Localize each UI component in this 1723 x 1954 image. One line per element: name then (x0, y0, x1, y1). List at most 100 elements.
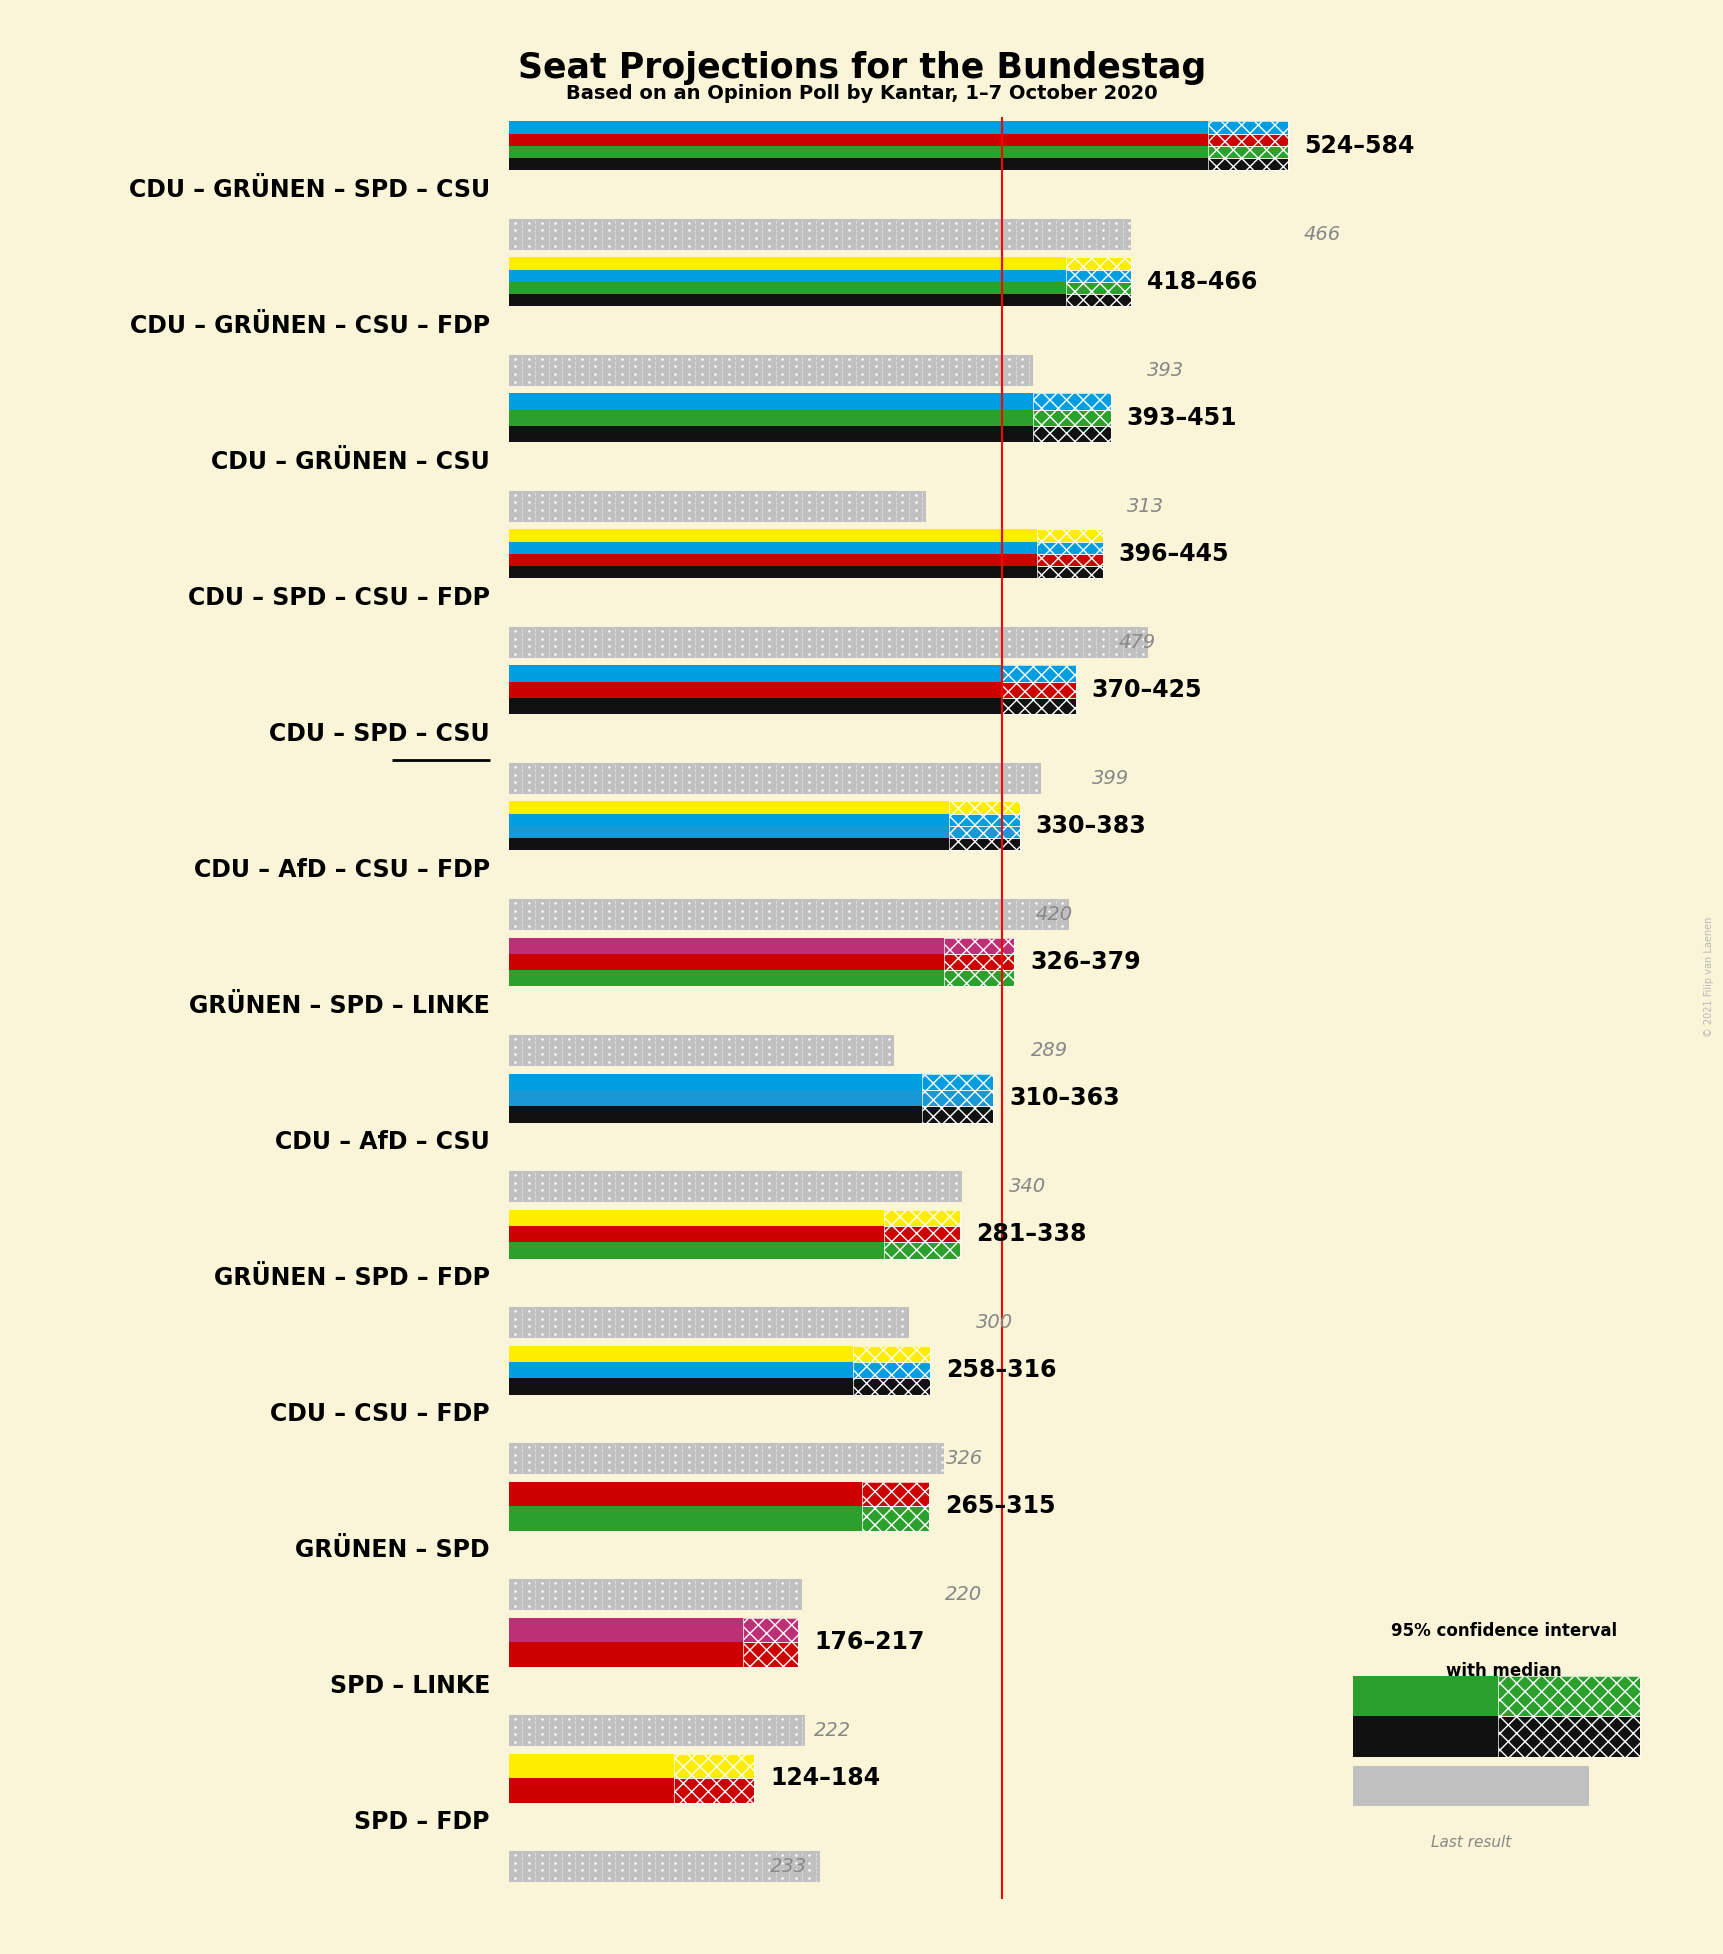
Text: 330–383: 330–383 (1036, 815, 1146, 838)
Bar (1037, 553, 1103, 567)
Bar (508, 270, 1067, 281)
Bar (942, 971, 1013, 987)
Bar (853, 1346, 930, 1362)
Bar (508, 410, 1032, 426)
Bar (922, 1073, 992, 1090)
Bar (1067, 281, 1130, 295)
Text: 313: 313 (1125, 496, 1163, 516)
Bar (674, 1778, 753, 1804)
Bar (1067, 281, 1130, 295)
Bar (508, 971, 942, 987)
Bar (508, 133, 1208, 147)
Bar (862, 1507, 929, 1530)
Bar (1001, 682, 1075, 698)
Bar (853, 1362, 930, 1378)
Text: 300: 300 (975, 1313, 1013, 1333)
Bar (922, 1090, 992, 1106)
Bar (884, 1243, 960, 1258)
Bar (884, 1210, 960, 1225)
Bar (942, 954, 1013, 971)
Bar (508, 1481, 862, 1507)
Bar (508, 698, 1001, 715)
Bar (508, 295, 1067, 307)
Bar (1067, 258, 1130, 270)
Text: 233: 233 (770, 1856, 806, 1876)
Text: 310–363: 310–363 (1008, 1086, 1118, 1110)
Bar (853, 1362, 930, 1378)
Bar (1208, 133, 1287, 147)
Bar (1001, 682, 1075, 698)
Text: 340: 340 (1008, 1176, 1046, 1196)
Bar (508, 1090, 922, 1106)
Text: CDU – AfD – CSU: CDU – AfD – CSU (276, 1129, 489, 1155)
Bar (1032, 410, 1110, 426)
Bar (508, 567, 1037, 578)
Text: Seat Projections for the Bundestag: Seat Projections for the Bundestag (517, 51, 1206, 84)
Bar (942, 938, 1013, 954)
Bar (853, 1378, 930, 1395)
Bar (1353, 1677, 1497, 1716)
Bar (508, 426, 1032, 442)
Bar (508, 1346, 853, 1362)
Bar (862, 1481, 929, 1507)
Bar (508, 1210, 884, 1225)
Bar (508, 1106, 922, 1122)
Bar (508, 1307, 908, 1338)
Text: GRÜNEN – SPD – FDP: GRÜNEN – SPD – FDP (214, 1266, 489, 1290)
Bar (508, 1641, 743, 1667)
Text: 176–217: 176–217 (813, 1630, 924, 1655)
Bar (508, 553, 1037, 567)
Text: 265–315: 265–315 (944, 1495, 1054, 1518)
Bar (1067, 270, 1130, 281)
Bar (1208, 121, 1287, 133)
Bar (1497, 1716, 1639, 1757)
Bar (508, 219, 1130, 250)
Bar (948, 838, 1020, 850)
Bar (1032, 426, 1110, 442)
Bar (508, 1036, 894, 1065)
Text: GRÜNEN – SPD – LINKE: GRÜNEN – SPD – LINKE (190, 995, 489, 1018)
Bar (922, 1090, 992, 1106)
Text: SPD – LINKE: SPD – LINKE (329, 1675, 489, 1698)
Bar (884, 1210, 960, 1225)
Bar (948, 827, 1020, 838)
Bar (1353, 1716, 1497, 1757)
Bar (862, 1481, 929, 1507)
Bar (674, 1778, 753, 1804)
Bar (1208, 147, 1287, 158)
Text: CDU – AfD – CSU – FDP: CDU – AfD – CSU – FDP (193, 858, 489, 881)
Text: 124–184: 124–184 (770, 1766, 880, 1790)
Bar (942, 971, 1013, 987)
Bar (508, 356, 1032, 385)
Bar (1208, 121, 1287, 133)
Bar (508, 1378, 853, 1395)
Bar (508, 899, 1068, 930)
Bar (508, 813, 948, 827)
Bar (508, 393, 1032, 410)
Text: 466: 466 (1303, 225, 1340, 244)
Bar (508, 764, 1041, 793)
Bar (743, 1618, 798, 1641)
Text: 420: 420 (1036, 905, 1072, 924)
Bar (1208, 158, 1287, 170)
Bar (508, 1716, 805, 1747)
Text: CDU – SPD – CSU – FDP: CDU – SPD – CSU – FDP (188, 586, 489, 610)
Bar (508, 1618, 743, 1641)
Bar (1001, 666, 1075, 682)
Bar (743, 1641, 798, 1667)
Bar (1037, 530, 1103, 541)
Bar (942, 954, 1013, 971)
Bar (853, 1378, 930, 1395)
Bar (1001, 698, 1075, 715)
Bar (1208, 133, 1287, 147)
Bar (948, 813, 1020, 827)
Bar (1208, 147, 1287, 158)
Bar (508, 158, 1208, 170)
Bar (508, 801, 948, 813)
Bar (1032, 410, 1110, 426)
Bar (508, 938, 942, 954)
Bar (1037, 553, 1103, 567)
Bar (508, 541, 1037, 553)
Text: GRÜNEN – SPD: GRÜNEN – SPD (295, 1538, 489, 1563)
Bar (743, 1618, 798, 1641)
